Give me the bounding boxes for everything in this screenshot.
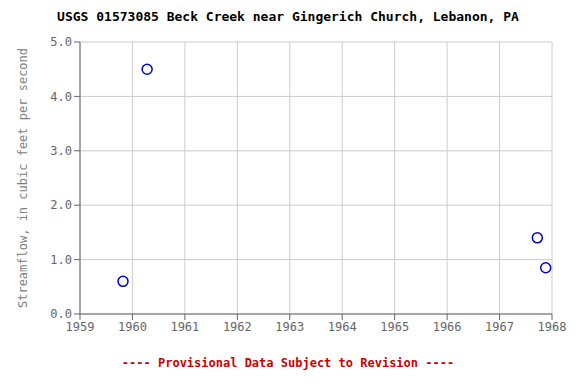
svg-text:Streamflow, in cubic feet per: Streamflow, in cubic feet per second [16,48,30,308]
svg-text:1966: 1966 [433,320,462,334]
html-text:---- Provisional Data Subject: ---- Provisional Data Subject to Revisio… [121,356,455,370]
svg-text:1965: 1965 [380,320,409,334]
svg-text:1961: 1961 [170,320,199,334]
svg-text:0.0: 0.0 [50,307,72,321]
svg-text:1959: 1959 [66,320,95,334]
svg-text:5.0: 5.0 [50,35,72,49]
svg-text:1962: 1962 [223,320,252,334]
svg-text:3.0: 3.0 [50,144,72,158]
svg-text:4.0: 4.0 [50,90,72,104]
svg-text:1964: 1964 [328,320,357,334]
svg-text:1967: 1967 [485,320,514,334]
svg-text:1963: 1963 [275,320,304,334]
svg-text:2.0: 2.0 [50,198,72,212]
svg-text:1960: 1960 [118,320,147,334]
svg-text:1968: 1968 [538,320,567,334]
html-text:USGS 01573085 Beck Creek near: USGS 01573085 Beck Creek near Gingerich … [57,9,519,24]
svg-text:1.0: 1.0 [50,253,72,267]
